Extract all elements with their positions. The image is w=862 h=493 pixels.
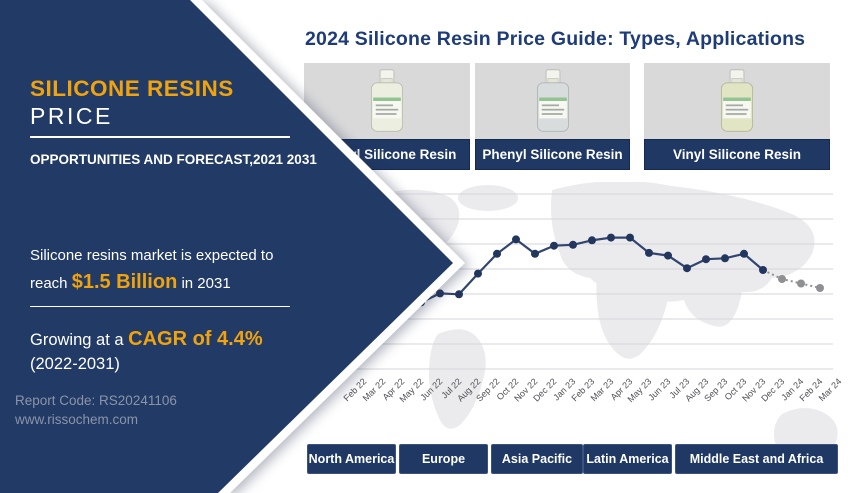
report-code: Report Code: RS20241106 [15,393,177,408]
bottle-icon [536,69,569,132]
report-title-line2: PRICE [30,103,113,129]
cagr-highlight: CAGR of 4.4% [128,328,263,350]
bottle-icon [370,69,404,132]
region-button-asia-pacific[interactable]: Asia Pacific [491,444,583,474]
report-title-line1: SILICONE RESINS [30,76,234,101]
market-text-pre: Silicone resins market is expected to re… [30,247,274,293]
product-card-methyl: Methyl Silicone Resin [304,63,470,170]
bottle-icon [720,69,754,132]
divider-line [30,306,290,307]
product-card-phenyl: Phenyl Silicone Resin [475,63,630,170]
product-card-vinyl: Vinyl Silicone Resin [644,63,830,170]
website-url: www.rissochem.com [15,412,139,427]
growth-years: (2022-2031) [30,355,120,373]
methyl-bottle-photo [304,63,470,139]
divider-line [30,136,290,138]
growth-text: Growing at a CAGR of 4.4% (2022-2031) [30,326,310,375]
region-button-north-america[interactable]: North America [307,444,396,474]
growth-text-pre: Growing at a [30,331,129,349]
product-label-vinyl[interactable]: Vinyl Silicone Resin [644,139,830,170]
page-title: 2024 Silicone Resin Price Guide: Types, … [305,28,806,50]
region-button-europe[interactable]: Europe [399,444,488,474]
region-button-latin-america[interactable]: Latin America [583,444,672,474]
market-text-post: in 2031 [177,275,231,293]
vinyl-bottle-photo [644,63,830,139]
market-forecast-text: Silicone resins market is expected to re… [30,244,315,298]
phenyl-bottle-photo [475,63,630,139]
market-value-highlight: $1.5 Billion [71,271,178,294]
region-button-middle-east-africa[interactable]: Middle East and Africa [675,444,838,474]
product-label-phenyl[interactable]: Phenyl Silicone Resin [475,139,630,170]
report-subtitle: OPPORTUNITIES AND FORECAST,2021 2031 [30,152,317,167]
product-label-methyl[interactable]: Methyl Silicone Resin [304,139,470,170]
